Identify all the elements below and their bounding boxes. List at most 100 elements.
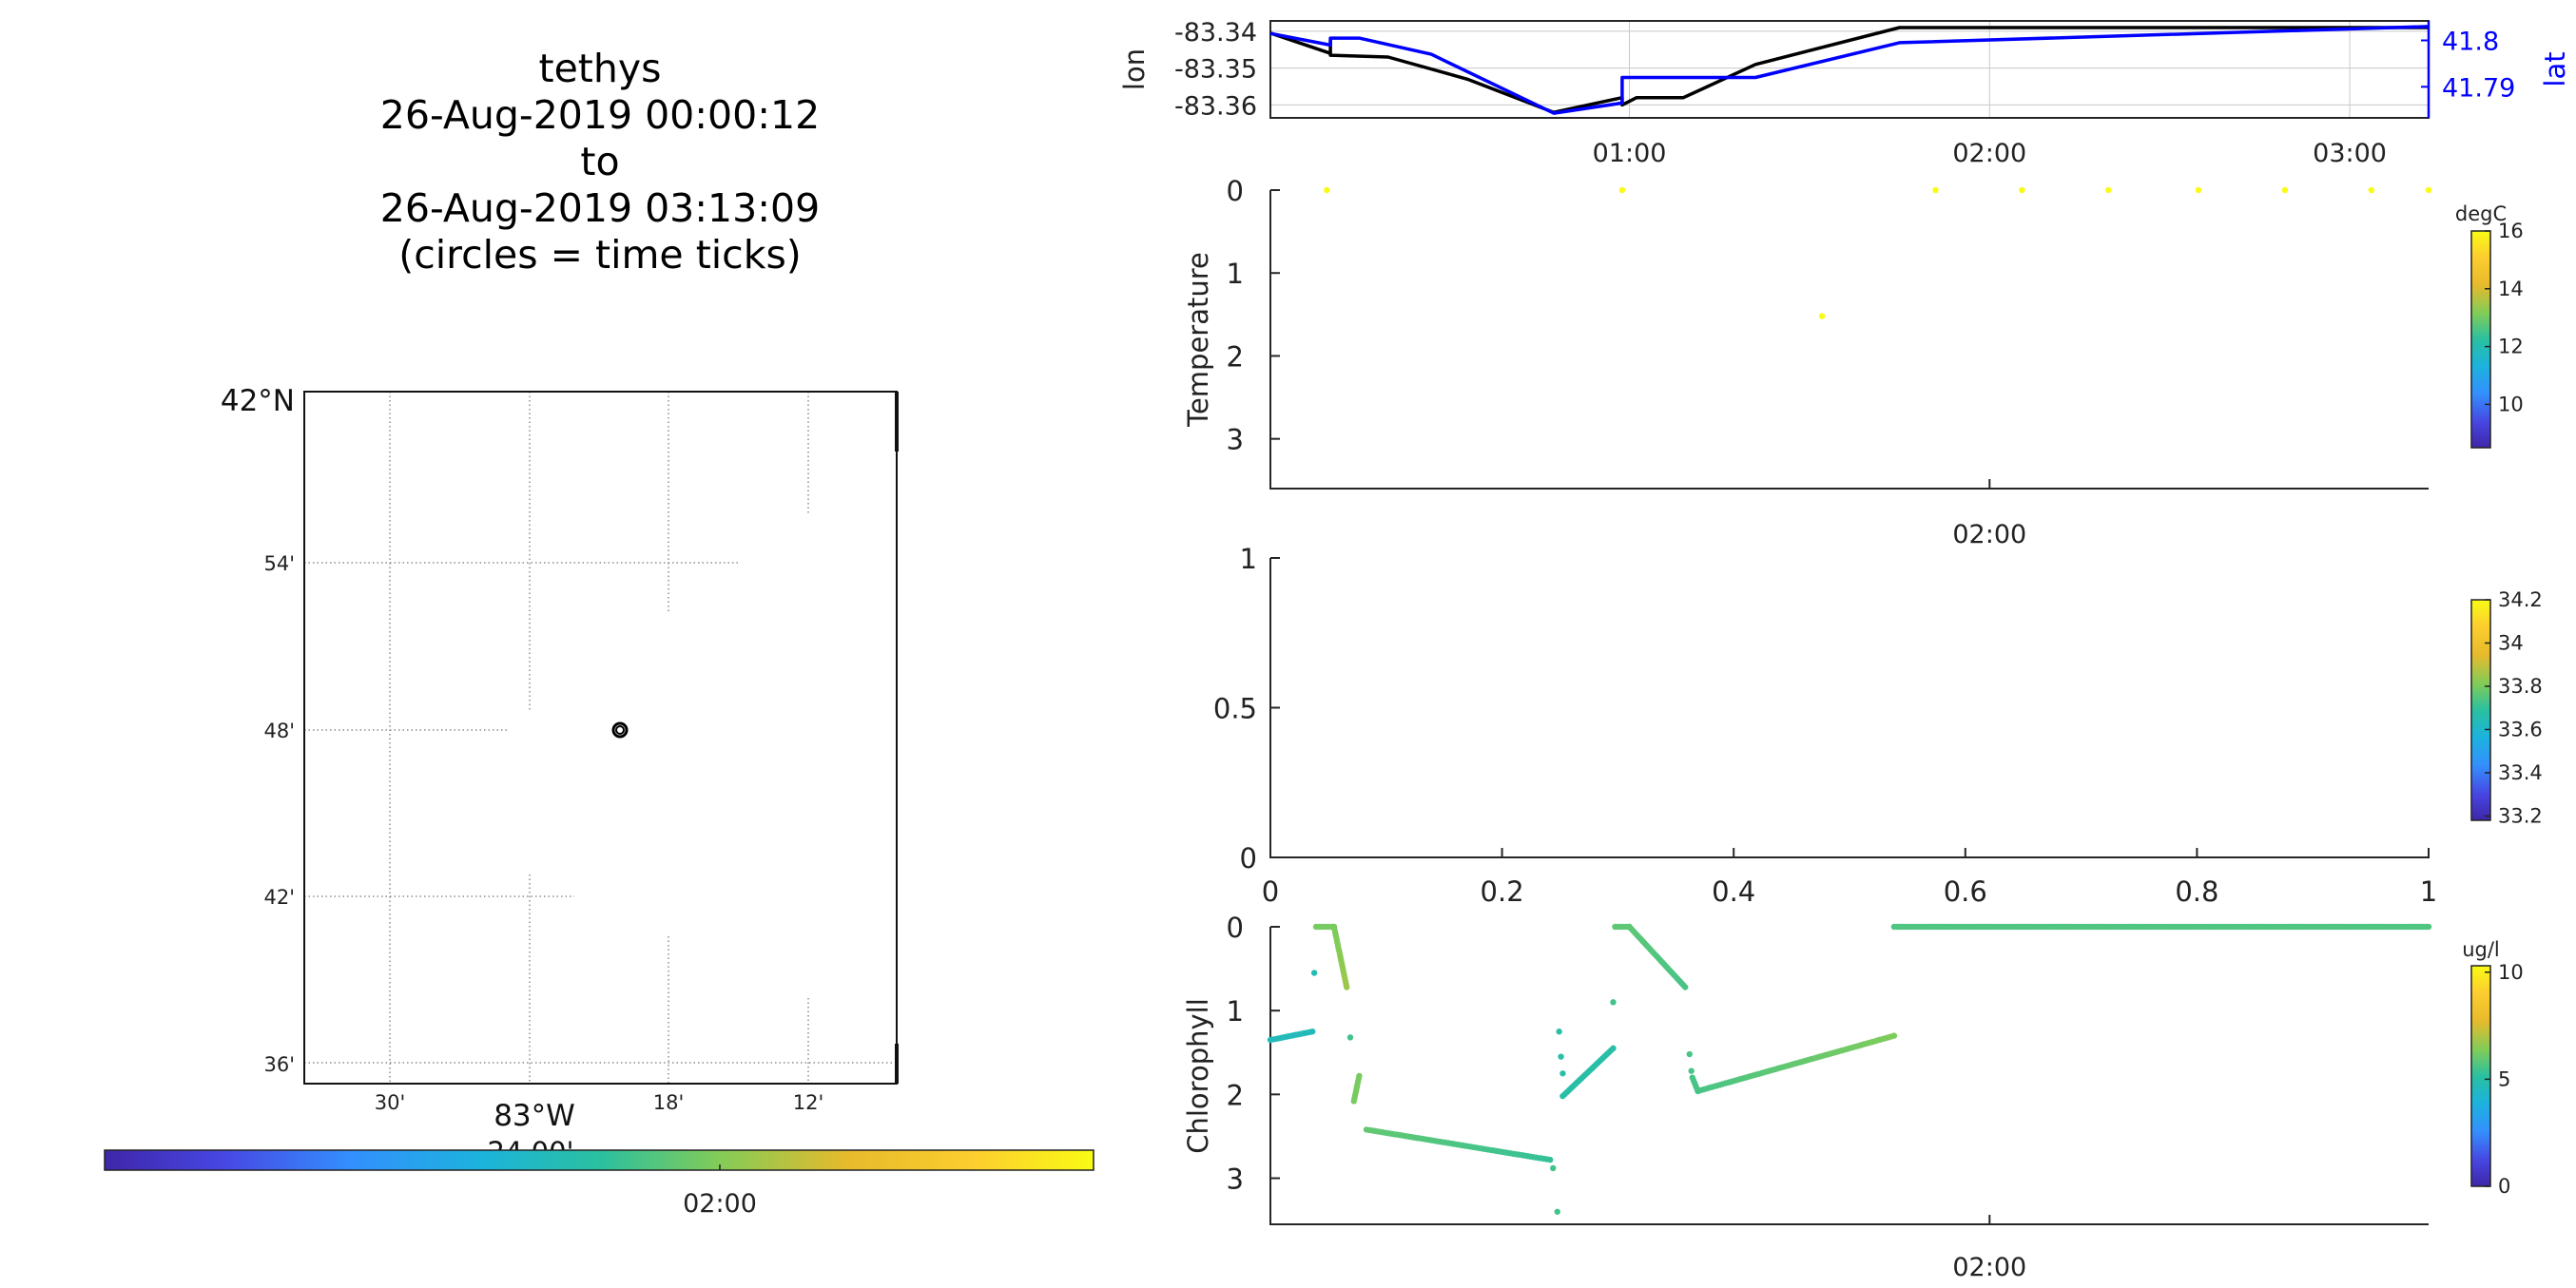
temperature-ytick-label: 3 <box>1227 424 1244 456</box>
lonlat-series-lat <box>1269 25 2430 115</box>
chlorophyll-point <box>1346 1034 1354 1041</box>
chlorophyll-point <box>1344 984 1350 990</box>
empty-colorbar-tick-label: 33.6 <box>2498 718 2543 740</box>
temperature-point <box>2105 186 2112 194</box>
temperature-colorbar <box>2470 230 2491 449</box>
temperature-point <box>2019 186 2025 194</box>
chlorophyll-point <box>1686 1050 1693 1058</box>
temperature-ylabel: Temperature <box>1182 252 1214 428</box>
lonlat-xtick-label: 03:00 <box>2313 139 2387 168</box>
chlorophyll-point <box>1610 1045 1617 1052</box>
chlorophyll-colorbar-label: ug/l <box>2462 938 2500 961</box>
empty-xtick-label: 0.6 <box>1944 875 1987 908</box>
empty-colorbar <box>2470 599 2491 821</box>
chlorophyll-ytick-label: 1 <box>1227 995 1244 1028</box>
chlorophyll-point <box>1688 1067 1695 1074</box>
chlorophyll-point <box>1550 1164 1557 1172</box>
lonlat-ytick-label: -83.36 <box>1174 91 1257 121</box>
chlorophyll-colorbar-tick-label: 10 <box>2498 961 2524 984</box>
temperature-point <box>1618 186 1626 194</box>
temperature-point <box>1324 186 1330 194</box>
map-lon-label-83w: 83°W <box>494 1099 575 1133</box>
map-frame <box>303 391 898 1085</box>
map-lon-label-12: 12' <box>793 1091 824 1114</box>
empty-xtick-label: 0.2 <box>1481 875 1524 908</box>
lonlat-axes-box <box>1269 20 2430 119</box>
map-track-circle <box>611 721 629 739</box>
map-lat-label-42: 42' <box>264 886 296 909</box>
map-lat-label-48: 48' <box>264 720 296 742</box>
temperature-point <box>2425 186 2432 194</box>
title-line-3: to <box>580 139 619 184</box>
map-lat-label-42n: 42°N <box>221 384 295 418</box>
empty-axes <box>1269 558 2430 858</box>
chlorophyll-point <box>1558 1053 1564 1060</box>
temperature-axes <box>1269 190 2429 490</box>
empty-colorbar-tick-label: 33.4 <box>2498 761 2543 784</box>
temperature-colorbar-label: degC <box>2455 202 2507 225</box>
chlorophyll-point <box>1682 984 1689 990</box>
chlorophyll-point <box>1890 1032 1898 1039</box>
chlorophyll-point <box>1310 970 1318 976</box>
temperature-colorbar-tick-label: 16 <box>2498 220 2524 242</box>
time-colorbar-tick-label: 02:00 <box>683 1189 757 1219</box>
lonlat-ytick-label: -83.34 <box>1174 18 1257 48</box>
map-lon-label-30: 30' <box>375 1091 406 1114</box>
temperature-ytick-label: 1 <box>1227 258 1244 290</box>
empty-xtick-label: 1 <box>2420 875 2437 908</box>
map-lat-label-54: 54' <box>264 552 296 575</box>
lonlat-y2tick-label: 41.8 <box>2442 27 2499 56</box>
lonlat-y2label: lat <box>2539 51 2571 87</box>
temperature-colorbar-tick-label: 14 <box>2498 278 2524 300</box>
chlorophyll-point <box>1610 999 1617 1006</box>
chlorophyll-point <box>2425 923 2432 931</box>
title-line-1: tethys <box>539 46 662 91</box>
lonlat-panel: 01:00 02:00 03:00 -83.34 -83.35 -83.36 41.8 41.… <box>1118 18 2571 168</box>
lonlat-ylabel: lon <box>1118 48 1151 90</box>
chlorophyll-axes <box>1269 927 2429 1225</box>
chlorophyll-xtick-label: 02:00 <box>1952 1253 2026 1282</box>
lonlat-series-lon <box>1269 26 2429 114</box>
empty-colorbar-tick-label: 34.2 <box>2498 588 2543 611</box>
empty-colorbar-tick-label: 34 <box>2498 631 2524 654</box>
lonlat-y2tick-label: 41.79 <box>2442 73 2515 103</box>
lonlat-ytick-label: -83.35 <box>1174 55 1257 85</box>
map-panel: 42°N 54' 48' 42' 36' 30' 18' 12' 83°W 24… <box>104 384 1094 1219</box>
empty-panel: 0 0.5 1 0 0.2 0.4 0.6 0.8 1 34.2 34 33.8 33.6 33.4 33… <box>1213 543 2543 908</box>
empty-colorbar-tick-label: 33.8 <box>2498 675 2543 698</box>
temperature-ytick-label: 2 <box>1227 340 1244 373</box>
chlorophyll-point <box>1356 1072 1363 1080</box>
map-lat-label-36: 36' <box>264 1053 296 1076</box>
chlorophyll-colorbar <box>2470 965 2491 1187</box>
chlorophyll-point <box>1554 1208 1560 1215</box>
temperature-colorbar-tick-label: 10 <box>2498 393 2524 415</box>
chlorophyll-ytick-label: 2 <box>1227 1079 1244 1111</box>
chlorophyll-colorbar-tick-label: 5 <box>2498 1067 2510 1090</box>
temperature-point <box>1818 313 1826 319</box>
chlorophyll-point <box>1547 1156 1554 1163</box>
title-line-4: 26-Aug-2019 03:13:09 <box>380 185 820 231</box>
empty-xtick-label: 0.8 <box>2175 875 2218 908</box>
title-line-2: 26-Aug-2019 00:00:12 <box>380 92 820 138</box>
empty-ytick-label: 0.5 <box>1213 693 1257 725</box>
temperature-point <box>1932 186 1939 194</box>
chlorophyll-point <box>1559 1070 1566 1077</box>
chlorophyll-panel: 0 1 2 3 02:00 Chlorophyll ug/l 10 5 0 <box>1182 912 2524 1282</box>
title-line-5: (circles = time ticks) <box>398 232 802 278</box>
map-lon-label-18: 18' <box>653 1091 685 1114</box>
chlorophyll-ytick-label: 3 <box>1227 1163 1244 1196</box>
empty-colorbar-tick-label: 33.2 <box>2498 804 2543 827</box>
temperature-point <box>2368 186 2374 194</box>
chlorophyll-point <box>1556 1028 1562 1035</box>
figure-title: tethys 26-Aug-2019 00:00:12 to 26-Aug-20… <box>380 46 820 278</box>
temperature-point <box>2281 186 2289 194</box>
time-colorbar <box>104 1149 1094 1171</box>
map-track-inner <box>615 725 625 735</box>
empty-xtick-label: 0 <box>1262 875 1279 908</box>
lonlat-xtick-label: 02:00 <box>1952 139 2026 168</box>
empty-xtick-label: 0.4 <box>1712 875 1755 908</box>
temperature-point <box>2195 186 2202 194</box>
temperature-xtick-label: 02:00 <box>1952 520 2026 549</box>
